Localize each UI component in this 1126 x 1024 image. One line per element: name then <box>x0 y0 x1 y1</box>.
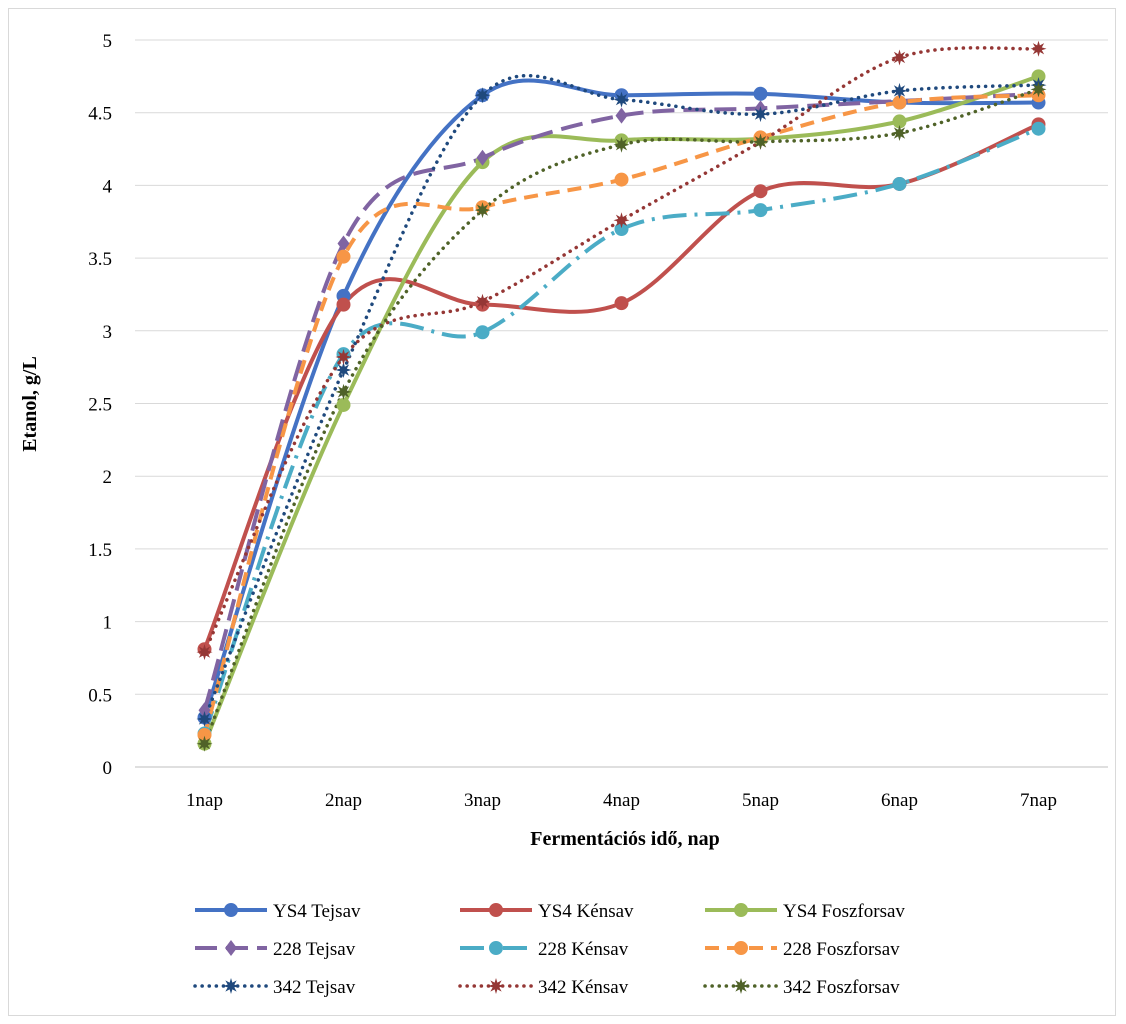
legend-label: 228 Foszforsav <box>783 939 900 960</box>
legend: YS4 Tejsav YS4 Kénsav YS4 Foszforsav 228 Te… <box>193 901 905 998</box>
legend-marker <box>733 978 749 994</box>
legend-marker <box>489 941 503 955</box>
y-tick-label: 0 <box>103 758 113 779</box>
series-line <box>202 93 1039 736</box>
y-axis-ticks: 0 0.5 1 1.5 2 2.5 3 3.5 4 4.5 5 <box>88 31 112 779</box>
y-tick-label: 2.5 <box>88 395 112 416</box>
data-point <box>614 172 629 187</box>
data-point <box>198 702 211 719</box>
series-line <box>202 126 1040 735</box>
y-tick-label: 5 <box>103 31 113 52</box>
legend-marker <box>734 903 748 917</box>
data-point <box>196 711 213 728</box>
y-tick-label: 3.5 <box>88 249 112 270</box>
x-tick-label: 2nap <box>325 790 362 811</box>
data-point <box>196 735 213 752</box>
legend-label: 228 Kénsav <box>538 939 629 960</box>
legend-label: 342 Tejsav <box>273 977 356 998</box>
series-line <box>202 74 1041 721</box>
legend-marker <box>223 978 239 994</box>
y-tick-label: 1.5 <box>88 540 112 561</box>
data-point <box>1031 121 1046 136</box>
data-point <box>335 383 352 400</box>
legend-label: YS4 Foszforsav <box>783 901 905 922</box>
y-tick-label: 1 <box>103 613 113 634</box>
data-point <box>474 202 491 219</box>
legend-label: 342 Kénsav <box>538 977 629 998</box>
series-line <box>202 122 1040 650</box>
data-point <box>196 644 213 661</box>
data-point <box>337 235 350 252</box>
x-axis-ticks: 1nap 2nap 3nap 4nap 5nap 6nap 7nap <box>186 790 1057 811</box>
legend-marker <box>489 903 503 917</box>
data-point <box>615 107 628 124</box>
x-tick-label: 5nap <box>742 790 779 811</box>
legend-marker <box>225 940 237 956</box>
series-markers <box>196 40 1047 752</box>
data-point <box>1030 81 1047 98</box>
x-tick-label: 6nap <box>881 790 918 811</box>
data-point <box>753 86 768 101</box>
data-point <box>892 176 907 191</box>
legend-marker <box>734 941 748 955</box>
data-point <box>613 91 630 108</box>
data-point <box>614 296 629 311</box>
chart-area <box>8 8 1116 1016</box>
x-tick-label: 1nap <box>186 790 223 811</box>
y-tick-label: 0.5 <box>88 685 112 706</box>
x-tick-label: 7nap <box>1020 790 1057 811</box>
series-line <box>202 91 1039 711</box>
data-point <box>891 125 908 142</box>
legend-label: 342 Foszforsav <box>783 977 900 998</box>
data-point <box>891 49 908 66</box>
data-point <box>336 249 351 264</box>
data-point <box>613 212 630 229</box>
data-point <box>1030 40 1047 57</box>
legend-label: YS4 Kénsav <box>538 901 634 922</box>
data-point <box>752 133 769 150</box>
y-tick-label: 3 <box>103 322 113 343</box>
data-point <box>753 184 768 199</box>
data-point <box>753 203 768 218</box>
legend-marker <box>224 903 238 917</box>
legend-marker <box>488 978 504 994</box>
x-axis-title: Fermentációs idő, nap <box>530 828 719 850</box>
series-line <box>202 87 1041 746</box>
data-point <box>475 325 490 340</box>
y-tick-label: 4 <box>103 176 113 197</box>
data-point <box>476 149 489 166</box>
data-point <box>474 87 491 104</box>
legend-label: YS4 Tejsav <box>273 901 361 922</box>
y-axis-title: Etanol, g/L <box>19 356 41 452</box>
data-point <box>335 362 352 379</box>
data-point <box>891 82 908 99</box>
x-tick-label: 3nap <box>464 790 501 811</box>
legend-label: 228 Tejsav <box>273 939 356 960</box>
y-tick-label: 2 <box>103 467 113 488</box>
data-point <box>474 293 491 310</box>
data-point <box>335 348 352 365</box>
data-point <box>336 297 351 312</box>
series-line <box>202 46 1041 654</box>
data-point <box>336 397 351 412</box>
y-tick-label: 4.5 <box>88 104 112 125</box>
data-point <box>752 106 769 123</box>
data-point <box>613 136 630 153</box>
x-tick-label: 4nap <box>603 790 640 811</box>
